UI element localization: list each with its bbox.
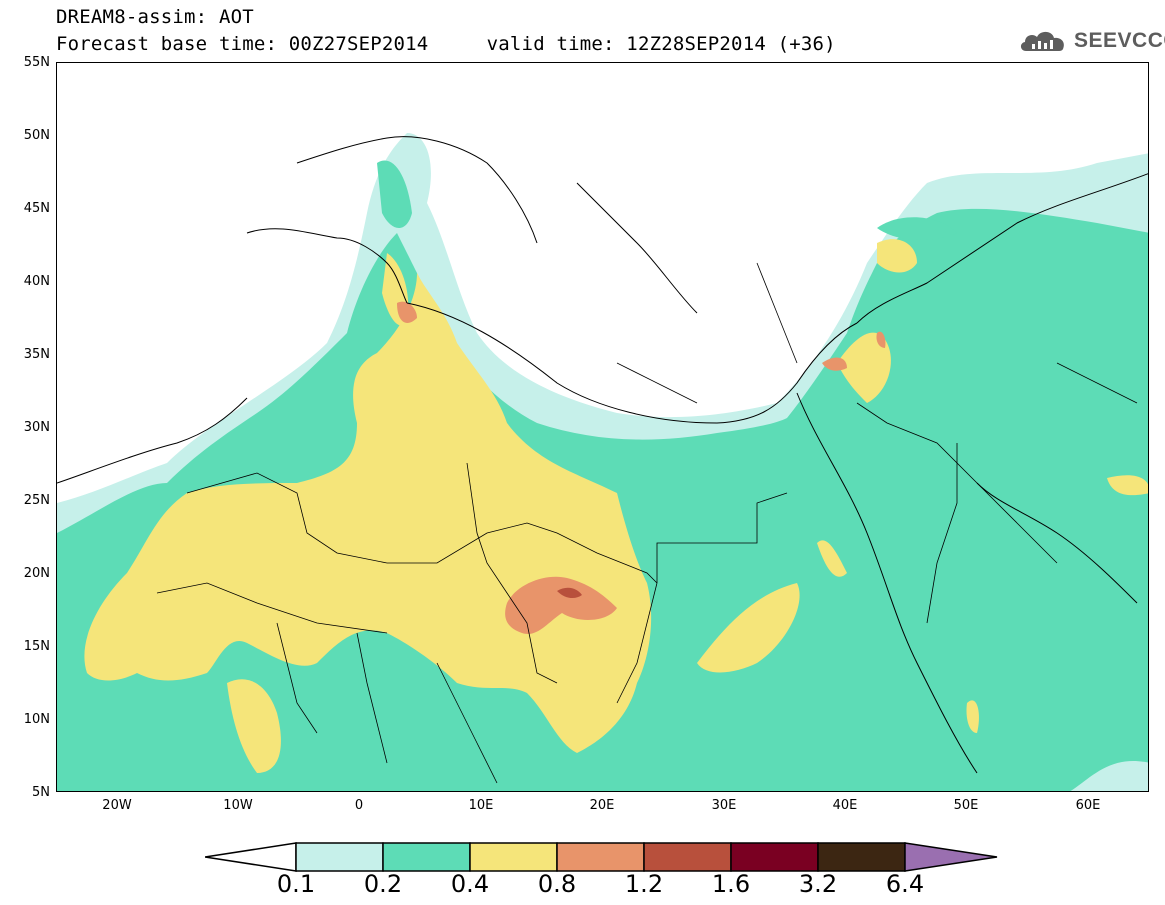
lon-label: 10W xyxy=(223,798,253,813)
aot-band-1-2 xyxy=(557,587,582,599)
coastlines xyxy=(57,136,1148,774)
colorbar-label: 3.2 xyxy=(798,870,838,898)
colorbar-label: 0.1 xyxy=(276,870,316,898)
lat-label: 10N xyxy=(23,712,50,727)
lat-label: 35N xyxy=(23,347,50,362)
lat-label: 5N xyxy=(32,785,50,800)
aot-band-0-4 xyxy=(84,239,1148,773)
cloud-icon xyxy=(1020,31,1064,51)
colorbar-label: 0.2 xyxy=(363,870,403,898)
aot-band-0-8 xyxy=(397,301,886,634)
colorbar-label: 6.4 xyxy=(885,870,925,898)
lat-label: 20N xyxy=(23,566,50,581)
lon-label: 60E xyxy=(1075,798,1101,813)
lat-label: 30N xyxy=(23,420,50,435)
colorbar-bin xyxy=(817,842,906,872)
colorbar-bin xyxy=(730,842,819,872)
colorbar-bin xyxy=(382,842,471,872)
political-borders xyxy=(156,262,1138,784)
map-title: DREAM8-assim: AOT xyxy=(56,6,254,28)
colorbar-label: 0.4 xyxy=(450,870,490,898)
lat-label: 25N xyxy=(23,493,50,508)
colorbar-under-arrow xyxy=(205,842,297,872)
logo-text: SEEVCCC xyxy=(1074,29,1165,52)
colorbar-bin xyxy=(469,842,558,872)
colorbar-bin xyxy=(295,842,384,872)
colorbar-label: 0.8 xyxy=(537,870,577,898)
lon-label: 20E xyxy=(589,798,615,813)
lat-label: 40N xyxy=(23,274,50,289)
colorbar-label: 1.6 xyxy=(711,870,751,898)
forecast-time-subtitle: Forecast base time: 00Z27SEP2014 valid t… xyxy=(56,33,836,55)
lat-label: 45N xyxy=(23,201,50,216)
lon-label: 50E xyxy=(953,798,979,813)
lat-label: 50N xyxy=(23,128,50,143)
colorbar-label: 1.2 xyxy=(624,870,664,898)
lon-label: 30E xyxy=(711,798,737,813)
lon-label: 40E xyxy=(832,798,858,813)
colorbar xyxy=(205,842,998,872)
colorbar-bin xyxy=(556,842,645,872)
aot-field-map xyxy=(57,133,1148,791)
lon-label: 10E xyxy=(468,798,494,813)
lat-label: 15N xyxy=(23,639,50,654)
lat-label: 55N xyxy=(23,55,50,70)
colorbar-bin xyxy=(643,842,732,872)
lon-label: 0 xyxy=(354,798,364,813)
lon-label: 20W xyxy=(102,798,132,813)
aot-map xyxy=(56,62,1149,792)
seevccc-logo: SEEVCCC xyxy=(1018,26,1165,56)
colorbar-over-arrow xyxy=(904,842,998,872)
